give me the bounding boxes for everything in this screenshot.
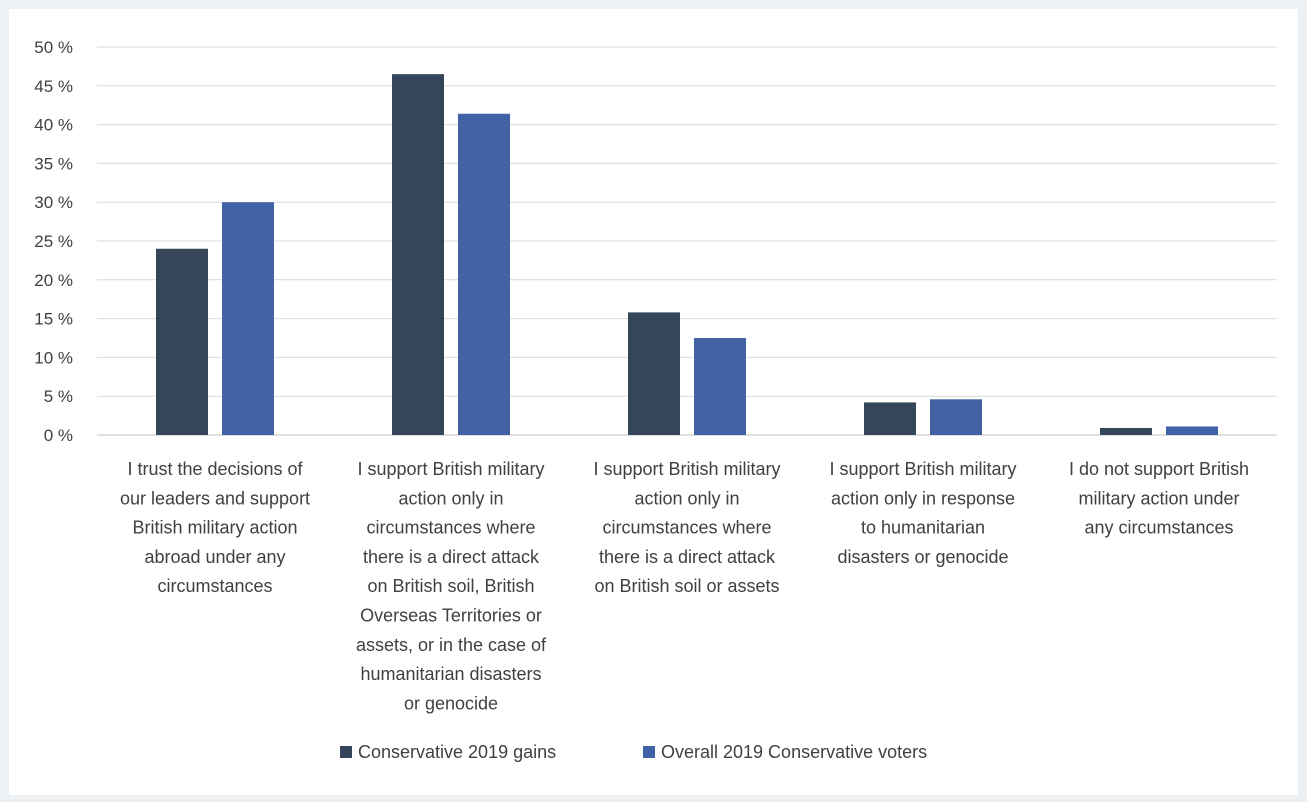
y-axis-ticks: 0 % 5 % 10 % 15 % 20 % 25 % 30 % 35 % 40 % 45 % 50…	[34, 38, 73, 445]
x-category-label: I trust the decisions of our leaders and …	[120, 459, 310, 596]
y-tick-label: 25 %	[34, 232, 73, 251]
bar-series-0-category-4	[1100, 428, 1152, 435]
x-category-label: I support British military action only in…	[593, 459, 780, 596]
bar-series-1-category-0	[222, 202, 274, 435]
bar-series-0-category-0	[156, 248, 208, 435]
gridlines	[97, 46, 1277, 436]
y-tick-label: 40 %	[34, 116, 73, 135]
legend-label: Conservative 2019 gains	[358, 742, 556, 762]
bar-series-0-category-2	[628, 312, 680, 435]
legend-label: Overall 2019 Conservative voters	[661, 742, 927, 762]
y-tick-label: 20 %	[34, 271, 73, 290]
bar-series-0-category-1	[392, 74, 444, 435]
y-tick-label: 50 %	[34, 38, 73, 57]
y-tick-label: 15 %	[34, 310, 73, 329]
y-tick-label: 0 %	[44, 426, 73, 445]
bar-series-1-category-1	[458, 113, 510, 436]
x-category-label: I do not support British military action …	[1069, 459, 1249, 538]
chart-frame: 0 % 5 % 10 % 15 % 20 % 25 % 30 % 35 % 40 % 45 % 50…	[9, 9, 1298, 795]
bar-series-1-category-3	[930, 399, 982, 435]
bar-series-0-category-3	[864, 402, 916, 435]
y-tick-label: 5 %	[44, 387, 73, 406]
legend: Conservative 2019 gains Overall 2019 Cons…	[340, 742, 927, 762]
x-category-label: I support British military action only in…	[829, 459, 1016, 567]
legend-swatch	[340, 746, 352, 758]
bar-series-1-category-4	[1166, 426, 1218, 435]
y-tick-label: 10 %	[34, 348, 73, 367]
y-tick-label: 45 %	[34, 77, 73, 96]
y-tick-label: 35 %	[34, 154, 73, 173]
x-axis-categories: I trust the decisions of our leaders and …	[120, 459, 1249, 713]
x-category-label: I support British military action only in…	[356, 459, 547, 713]
legend-swatch	[643, 746, 655, 758]
bar-series-1-category-2	[694, 338, 746, 435]
bars	[156, 74, 1218, 436]
y-tick-label: 30 %	[34, 193, 73, 212]
bar-chart: 0 % 5 % 10 % 15 % 20 % 25 % 30 % 35 % 40 % 45 % 50…	[34, 38, 1277, 762]
